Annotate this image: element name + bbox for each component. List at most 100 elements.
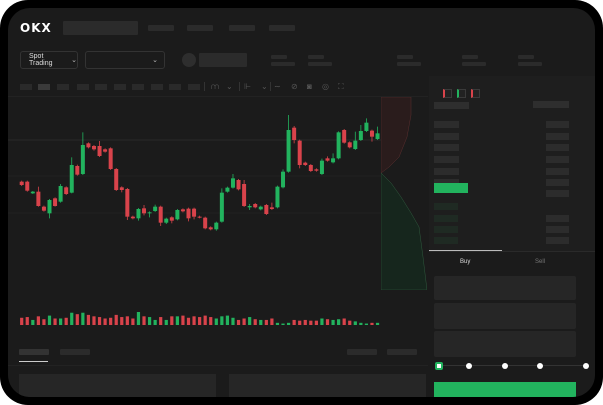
volume-bar bbox=[181, 315, 185, 325]
candle-body bbox=[119, 187, 124, 190]
chevron-down-icon: ⌄ bbox=[152, 57, 158, 64]
ruler-icon[interactable]: ⊘ bbox=[291, 82, 298, 91]
wave-icon[interactable]: ∼ bbox=[274, 82, 281, 91]
volume-bar bbox=[159, 317, 163, 325]
timeframe-button[interactable] bbox=[20, 84, 32, 90]
timeframe-button[interactable] bbox=[132, 84, 144, 90]
volume-bar bbox=[175, 316, 179, 325]
amount-slider-handle[interactable] bbox=[435, 362, 443, 370]
candlestick-chart[interactable] bbox=[8, 97, 381, 337]
timeframe-button[interactable] bbox=[188, 84, 200, 90]
timeframe-button[interactable] bbox=[57, 84, 69, 90]
candle-body bbox=[314, 169, 319, 171]
candle-body bbox=[147, 212, 152, 214]
volume-bar bbox=[86, 314, 91, 325]
volume-bar bbox=[292, 319, 296, 325]
candle-body bbox=[30, 191, 35, 194]
indicator-icon[interactable]: ⩋ bbox=[211, 82, 220, 91]
amount-input[interactable] bbox=[434, 303, 576, 329]
settings-icon[interactable]: ◎ bbox=[322, 82, 329, 91]
chevron-down-icon[interactable]: ⌄ bbox=[261, 82, 268, 91]
volume-bar bbox=[253, 319, 257, 325]
candle-body bbox=[208, 227, 213, 230]
slider-stop[interactable] bbox=[583, 363, 589, 369]
candle-body bbox=[86, 143, 91, 148]
trade-tabs-divider bbox=[429, 251, 595, 252]
toolbar-divider bbox=[270, 82, 271, 91]
fullscreen-icon[interactable]: ⛶ bbox=[338, 82, 344, 91]
price-display bbox=[199, 53, 247, 67]
search-bar[interactable] bbox=[63, 21, 138, 35]
nav-item[interactable] bbox=[229, 25, 255, 31]
chevron-down-icon[interactable]: ⌄ bbox=[226, 82, 233, 91]
candle-body bbox=[242, 184, 247, 206]
tab-sell[interactable]: Sell bbox=[535, 259, 546, 265]
volume-bar bbox=[53, 318, 57, 325]
tab-history[interactable] bbox=[60, 349, 90, 355]
candle-body bbox=[203, 217, 208, 229]
bid-amount bbox=[546, 226, 569, 233]
candle-body bbox=[53, 198, 58, 206]
slider-stop[interactable] bbox=[537, 363, 543, 369]
buy-submit-button[interactable] bbox=[434, 382, 576, 397]
tab-open-orders[interactable] bbox=[19, 349, 49, 355]
candle-body bbox=[180, 209, 185, 212]
ask-amount bbox=[546, 133, 569, 140]
candle-body bbox=[186, 208, 191, 219]
candle-body bbox=[114, 169, 119, 190]
orderbook-both-icon[interactable] bbox=[443, 89, 452, 98]
volume-bar bbox=[364, 323, 369, 325]
candle-body bbox=[169, 217, 174, 221]
timeframe-button[interactable] bbox=[114, 84, 126, 90]
timeframe-button[interactable] bbox=[38, 84, 50, 90]
bids-depth-area bbox=[381, 172, 427, 290]
volume-bar bbox=[309, 320, 313, 325]
volume-bar bbox=[142, 316, 146, 325]
candle-body bbox=[292, 127, 297, 140]
chevron-down-icon: ⌄ bbox=[71, 57, 77, 64]
candle-body bbox=[269, 207, 274, 209]
toolbar-divider bbox=[204, 82, 205, 91]
nav-item[interactable] bbox=[187, 25, 213, 31]
active-tab-underline bbox=[19, 361, 48, 362]
stat-label bbox=[397, 55, 413, 59]
filter-button[interactable] bbox=[387, 349, 417, 355]
volume-bar bbox=[231, 317, 235, 325]
pair-dropdown[interactable]: ⌄ bbox=[85, 51, 165, 69]
slider-stop[interactable] bbox=[466, 363, 472, 369]
okx-logo: OKX bbox=[20, 21, 52, 35]
order-card bbox=[229, 374, 426, 397]
volume-bar bbox=[103, 318, 107, 325]
trading-mode-dropdown[interactable]: Spot Trading ⌄ bbox=[20, 51, 78, 69]
volume-bar bbox=[359, 322, 363, 325]
price-input[interactable] bbox=[434, 276, 576, 300]
orderbook-asks-icon[interactable] bbox=[471, 89, 480, 98]
orderbook-bids-icon[interactable] bbox=[457, 89, 466, 98]
ask-amount bbox=[546, 179, 569, 186]
slider-stop[interactable] bbox=[502, 363, 508, 369]
candle-body bbox=[247, 206, 252, 208]
best-price-highlight[interactable] bbox=[434, 183, 468, 193]
amount-slider-track[interactable] bbox=[438, 365, 588, 366]
draw-icon[interactable]: ⊩ bbox=[244, 82, 251, 91]
stat-value bbox=[518, 62, 542, 66]
volume-bar bbox=[81, 312, 85, 325]
candle-body bbox=[64, 187, 69, 194]
nav-item[interactable] bbox=[269, 25, 295, 31]
nav-item[interactable] bbox=[148, 25, 174, 31]
volume-bar bbox=[220, 316, 224, 325]
timeframe-button[interactable] bbox=[151, 84, 163, 90]
tab-buy[interactable]: Buy bbox=[460, 259, 471, 265]
filter-button[interactable] bbox=[347, 349, 377, 355]
volume-bar bbox=[70, 312, 74, 325]
bottom-divider bbox=[8, 365, 428, 366]
total-input[interactable] bbox=[434, 331, 576, 357]
timeframe-button[interactable] bbox=[77, 84, 89, 90]
timeframe-button[interactable] bbox=[169, 84, 181, 90]
volume-bar bbox=[375, 322, 380, 325]
timeframe-button[interactable] bbox=[95, 84, 107, 90]
candle-body bbox=[192, 208, 197, 217]
candle-body bbox=[153, 206, 158, 211]
volume-bar bbox=[320, 318, 324, 325]
camera-icon[interactable]: ◙ bbox=[307, 82, 312, 91]
